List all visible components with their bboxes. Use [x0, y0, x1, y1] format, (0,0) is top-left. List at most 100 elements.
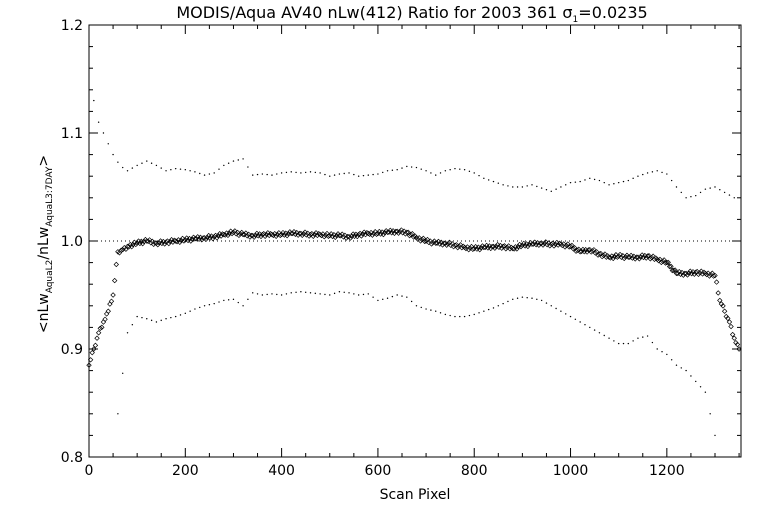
series-mean-ratio: [86, 227, 742, 368]
data-point: [395, 230, 402, 236]
data-point: [285, 171, 288, 174]
data-point: [420, 306, 422, 309]
y-tick-label: 0.8: [61, 450, 83, 466]
data-point: [107, 301, 113, 307]
data-point: [223, 299, 225, 302]
data-point: [587, 246, 593, 253]
data-point: [248, 232, 255, 239]
data-point: [502, 184, 504, 186]
data-point: [415, 305, 418, 307]
data-point: [454, 315, 456, 318]
data-point: [690, 196, 692, 198]
data-point: [670, 179, 673, 182]
data-point: [274, 231, 281, 238]
data-point: [97, 121, 100, 123]
data-point: [660, 258, 666, 264]
data-point: [435, 310, 437, 312]
data-point: [399, 230, 406, 236]
data-point: [415, 236, 421, 242]
data-point: [325, 233, 332, 240]
data-point: [455, 244, 461, 251]
data-point: [731, 335, 737, 341]
data-point: [269, 231, 275, 238]
data-point: [565, 313, 567, 315]
data-point: [214, 235, 220, 241]
data-point: [555, 188, 557, 190]
data-point: [544, 241, 550, 248]
data-point: [309, 292, 312, 294]
data-point: [734, 341, 741, 348]
data-point: [547, 243, 553, 249]
data-point: [721, 308, 728, 314]
data-point: [93, 99, 95, 102]
series-lower-bound: [117, 291, 716, 437]
data-point: [113, 261, 119, 268]
data-point: [160, 167, 162, 169]
data-point: [92, 342, 99, 349]
data-point: [303, 232, 310, 238]
data-point: [128, 244, 135, 250]
data-point: [709, 187, 711, 189]
data-point: [646, 172, 649, 174]
data-point: [644, 253, 651, 259]
data-point: [306, 233, 312, 239]
data-point: [729, 331, 736, 338]
data-point: [708, 271, 714, 278]
data-point: [699, 271, 706, 277]
data-point: [267, 230, 274, 237]
data-point: [603, 334, 605, 337]
data-point: [251, 234, 257, 240]
data-point: [613, 183, 615, 185]
data-point: [218, 301, 220, 303]
data-point: [372, 296, 374, 298]
data-point: [584, 179, 586, 181]
data-point: [362, 293, 365, 296]
data-point: [170, 316, 172, 319]
data-point: [266, 293, 268, 296]
data-point: [487, 308, 490, 311]
data-point: [492, 245, 498, 251]
data-point: [145, 238, 151, 245]
data-point: [684, 272, 691, 278]
data-point: [521, 186, 524, 188]
data-point: [613, 252, 619, 258]
y-axis-label-close: >: [36, 155, 52, 167]
data-point: [545, 189, 548, 191]
data-point: [87, 357, 94, 363]
data-point: [237, 159, 239, 161]
data-point: [102, 132, 105, 134]
data-point: [526, 297, 528, 299]
data-point: [382, 171, 384, 174]
data-point: [603, 181, 605, 184]
data-point: [89, 349, 95, 356]
data-point: [706, 273, 713, 279]
data-point: [643, 255, 649, 261]
data-point: [228, 228, 234, 234]
data-point: [598, 332, 601, 334]
data-point: [610, 255, 616, 262]
data-point: [545, 302, 548, 304]
data-point: [666, 263, 673, 270]
data-point: [459, 168, 461, 170]
data-point: [252, 292, 254, 294]
data-point: [651, 341, 654, 344]
data-point: [661, 171, 663, 174]
data-point: [357, 294, 360, 296]
data-point: [239, 229, 245, 236]
data-point: [415, 166, 418, 169]
data-point: [213, 302, 215, 305]
data-point: [592, 250, 598, 256]
data-point: [179, 168, 182, 170]
data-point: [699, 386, 702, 388]
data-point: [408, 231, 414, 238]
data-point: [382, 298, 384, 301]
data-point: [685, 197, 687, 199]
data-point: [131, 239, 138, 246]
data-point: [596, 251, 603, 257]
data-point: [525, 243, 531, 250]
data-point: [593, 329, 596, 331]
data-point: [419, 236, 425, 243]
data-point: [588, 249, 594, 255]
data-point: [618, 254, 625, 260]
data-point: [327, 232, 333, 239]
